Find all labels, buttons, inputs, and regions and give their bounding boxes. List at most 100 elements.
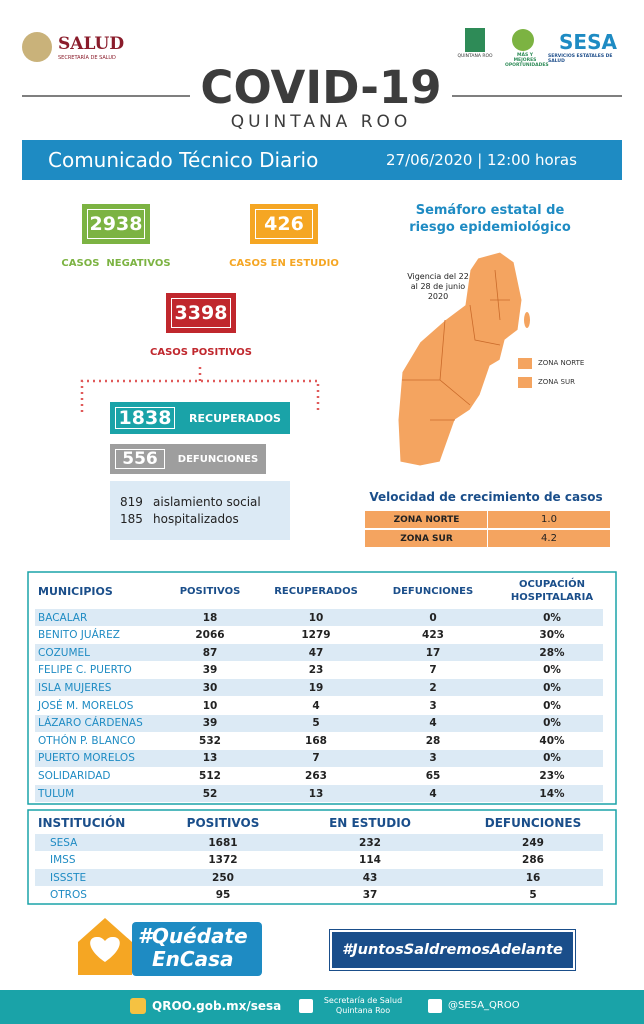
table-header: MUNICIPIOS [38, 585, 113, 598]
stay-home-text: #Quédate [138, 924, 248, 948]
table-cell: 52 [202, 787, 218, 800]
table-cell: 4 [429, 717, 437, 730]
table-cell: 263 [305, 769, 327, 782]
sesa-logo: SESA [559, 30, 617, 54]
table-cell: 512 [199, 769, 221, 782]
table-cell: 13 [202, 752, 218, 765]
salud-logo: SALUD [58, 34, 125, 54]
table-cell: 4 [429, 787, 437, 800]
table-cell: 10 [308, 611, 324, 624]
table-cell: 0% [543, 611, 561, 624]
title: COVID-19 [200, 60, 442, 114]
table-cell: PUERTO MORELOS [38, 752, 135, 765]
map-island [524, 312, 530, 328]
table-cell: COZUMEL [38, 646, 91, 659]
banner-date: 27/06/2020 | 12:00 horas [386, 151, 577, 169]
table-row-band [35, 644, 603, 662]
website: QROO.gob.mx/sesa [152, 999, 282, 1013]
table-cell: 232 [359, 836, 381, 849]
detail-label: aislamiento social [153, 495, 261, 509]
table-cell: 14% [539, 787, 565, 800]
stat-value: 1838 [110, 402, 180, 434]
table-cell: 30% [539, 629, 565, 642]
heart-icon [90, 936, 120, 962]
table-cell: 1279 [301, 629, 331, 642]
twitter: @SESA_QROO [448, 1000, 520, 1011]
banner [22, 140, 622, 180]
table-cell: 23 [308, 664, 324, 677]
table-cell: 4 [312, 699, 320, 712]
stat-label: RECUPERADOS [180, 402, 290, 434]
table-cell: 286 [522, 854, 544, 866]
table-cell: 18 [202, 611, 218, 624]
table-row-band [35, 834, 603, 851]
stat-value: 3398 [166, 293, 236, 333]
table-cell: SESA [50, 836, 78, 849]
subtitle: QUINTANA ROO [230, 112, 412, 132]
table-cell: 10 [202, 699, 218, 712]
stat-label: DEFUNCIONES [170, 444, 266, 474]
table-cell: FELIPE C. PUERTO [38, 664, 132, 677]
salud-sub: SECRETARÍA DE SALUD [58, 55, 116, 61]
table-cell: 423 [422, 629, 444, 642]
table-header: RECUPERADOS [274, 586, 358, 597]
sesa-sub: SERVICIOS ESTATALES DE SALUD [548, 54, 613, 64]
stat-label: CASOS EN ESTUDIO [229, 258, 339, 269]
table-row-band [35, 609, 603, 626]
qroo-logo: QUINTANA ROO [457, 54, 493, 59]
table-cell: 114 [359, 854, 381, 866]
table-header: INSTITUCIÓN [38, 816, 126, 830]
table-cell: 30 [202, 681, 218, 694]
table-cell: 0% [543, 699, 561, 712]
oportunidades-logo: MÁS Y MEJORES OPORTUNIDADES [505, 53, 549, 68]
table-cell: 7 [312, 752, 320, 765]
table-cell: 250 [212, 871, 234, 884]
stay-home-banner [132, 922, 262, 976]
table-cell: 95 [215, 889, 231, 901]
table-header: OCUPACIÓN HOSPITALARIA [510, 579, 594, 603]
table-cell: 5 [529, 889, 537, 901]
stat-value: 426 [250, 204, 318, 244]
qroo-emblem [465, 28, 485, 52]
detail-label: hospitalizados [153, 512, 239, 526]
stay-home-text: EnCasa [152, 947, 234, 971]
table-row-band [35, 679, 603, 697]
stat-value: 2938 [82, 204, 150, 244]
table-cell: ISSSTE [50, 871, 87, 884]
table-row-band [35, 749, 603, 767]
map-borders [402, 269, 510, 421]
table-cell: 40% [539, 734, 565, 747]
table-row-band [35, 785, 603, 802]
table-row-band [35, 869, 603, 886]
table-cell: 3 [429, 752, 437, 765]
table-cell: 39 [202, 664, 218, 677]
table-cell: 5 [312, 717, 320, 730]
table-cell: 43 [362, 871, 378, 884]
table-frame [27, 809, 617, 905]
table-cell: BACALAR [38, 611, 88, 624]
table-cell: 2066 [195, 629, 225, 642]
table-cell: 0% [543, 664, 561, 677]
table-cell: 1681 [208, 836, 238, 849]
legend-swatch [518, 377, 532, 388]
table-cell: 0% [543, 752, 561, 765]
growth-value: 1.0 [541, 514, 557, 525]
table-cell: SOLIDARIDAD [38, 769, 111, 782]
table-cell: 37 [362, 889, 378, 901]
table-cell: 7 [429, 664, 437, 677]
table-header: POSITIVOS [186, 816, 260, 830]
table-cell: 249 [522, 836, 544, 849]
stat-value: 556 [110, 444, 170, 474]
table-cell: 13 [308, 787, 324, 800]
table-cell: 39 [202, 717, 218, 730]
table-header: DEFUNCIONES [484, 816, 582, 830]
growth-zone: ZONA NORTE [366, 511, 488, 528]
table-cell: 3 [429, 699, 437, 712]
table-cell: OTROS [50, 889, 87, 901]
map-title: Semáforo estatal de riesgo epidemiológic… [409, 203, 571, 235]
secretaria: Secretaría de Salud Quintana Roo [323, 996, 403, 1015]
table-cell: 28% [539, 646, 565, 659]
table-row-band [35, 714, 603, 732]
table-cell: JOSÉ M. MORELOS [38, 699, 134, 712]
